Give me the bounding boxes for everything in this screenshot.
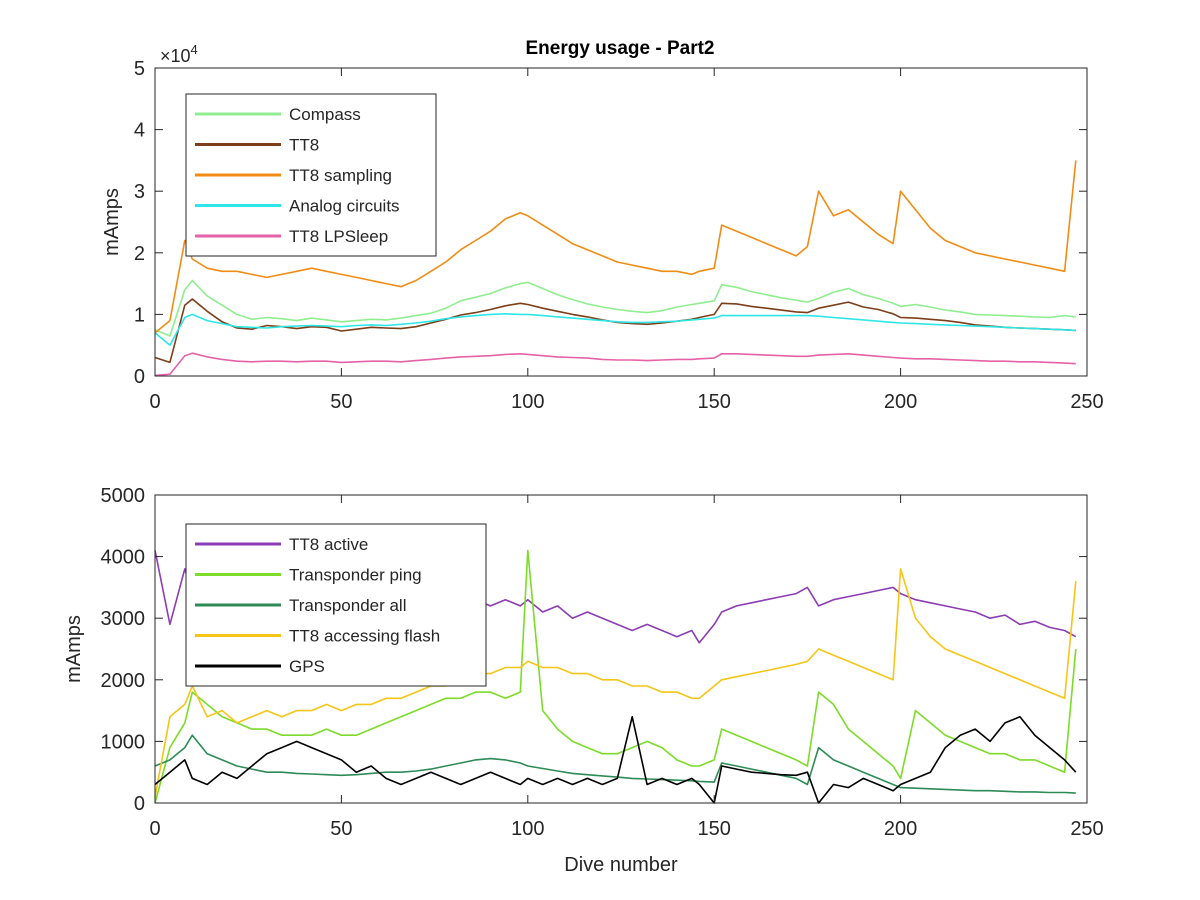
bottom-plot-legend-label: Transponder ping — [289, 566, 422, 585]
bottom-plot-y-tick-label: 0 — [134, 793, 145, 815]
bottom-plot-series-line-5 — [154, 715, 1077, 804]
bottom-plot-legend-label: GPS — [289, 657, 325, 676]
bottom-plot-y-tick-label: 1000 — [101, 731, 146, 753]
bottom-plot-series-line-3 — [154, 734, 1076, 794]
figure-title: Energy usage - Part2 — [525, 38, 714, 59]
top-plot-x-tick-label: 200 — [884, 391, 917, 413]
top-plot-series-lines — [154, 160, 1077, 377]
bottom-plot-y-tick-label: 5000 — [101, 485, 146, 507]
top-plot-ticks: 0 50 100 150 200 250 0 1 2 3 4 5 — [134, 58, 1104, 413]
top-plot-x-tick-label: 150 — [698, 391, 731, 413]
top-plot-legend-label: TT8 — [289, 136, 319, 155]
top-plot-series-line-5 — [154, 352, 1076, 377]
top-plot-y-tick-label: 1 — [134, 304, 145, 326]
top-plot-y-tick-label: 2 — [134, 243, 145, 265]
bottom-plot-x-tick-label: 250 — [1070, 818, 1103, 840]
bottom-plot-x-tick-label: 0 — [149, 818, 160, 840]
bottom-plot-x-tick-label: 150 — [698, 818, 731, 840]
bottom-plot-x-axis-label: Dive number — [564, 854, 678, 876]
bottom-plot-ticks: 0 50 100 150 200 250 0 1000 2000 3000 4000 5000 — [101, 485, 1104, 840]
top-plot-y-axis-label: mAmps — [101, 188, 123, 256]
bottom-plot-frame — [154, 494, 1088, 804]
bottom-plot-y-tick-label: 3000 — [101, 608, 146, 630]
top-plot-legend-label: TT8 sampling — [289, 166, 392, 185]
bottom-plot-x-tick-label: 50 — [330, 818, 352, 840]
bottom-plot-series-lines — [154, 549, 1077, 804]
top-plot-legend-label: Compass — [289, 105, 361, 124]
bottom-plot-y-tick-label: 4000 — [101, 547, 146, 569]
top-plot-legend: Compass TT8 TT8 sampling Analog circuits TT8… — [185, 93, 437, 257]
top-plot-y-tick-label: 5 — [134, 58, 145, 80]
bottom-plot-x-tick-label: 100 — [511, 818, 544, 840]
top-plot-legend-label: Analog circuits — [289, 197, 400, 216]
top-plot-x-tick-label: 0 — [149, 391, 160, 413]
bottom-plot-legend-label: TT8 active — [289, 535, 368, 554]
top-plot-y-exponent-power: 4 — [191, 42, 198, 57]
bottom-plot-legend-label: Transponder all — [289, 596, 407, 615]
bottom-plot-series-line-4 — [154, 568, 1077, 797]
top-plot-y-tick-label: 0 — [134, 366, 145, 388]
bottom-plot-x-tick-label: 200 — [884, 818, 917, 840]
bottom-plot-legend: TT8 active Transponder ping Transponder al… — [185, 523, 487, 687]
top-plot-frame — [154, 67, 1088, 377]
top-plot-x-tick-label: 50 — [330, 391, 352, 413]
top-plot-x-tick-label: 250 — [1070, 391, 1103, 413]
top-plot-legend-label: TT8 LPSleep — [289, 227, 388, 246]
top-plot-series-line-4 — [154, 312, 1076, 347]
bottom-plot-panel: 0 50 100 150 200 250 0 1000 2000 3000 4000 5000 mAm… — [63, 485, 1104, 876]
top-plot-y-exponent: ×104 — [160, 42, 198, 66]
bottom-plot-y-tick-label: 2000 — [101, 670, 146, 692]
top-plot-series-line-2 — [154, 298, 1076, 364]
top-plot-series-line-1 — [154, 279, 1076, 337]
top-plot-y-tick-label: 4 — [134, 120, 145, 142]
bottom-plot-y-axis-label: mAmps — [63, 615, 85, 683]
top-plot-y-tick-label: 3 — [134, 181, 145, 203]
top-plot-y-exponent-base: ×10 — [160, 46, 191, 66]
top-plot-x-tick-label: 100 — [511, 391, 544, 413]
top-plot-series-line-3 — [154, 160, 1077, 334]
bottom-plot-legend-label: TT8 accessing flash — [289, 627, 440, 646]
